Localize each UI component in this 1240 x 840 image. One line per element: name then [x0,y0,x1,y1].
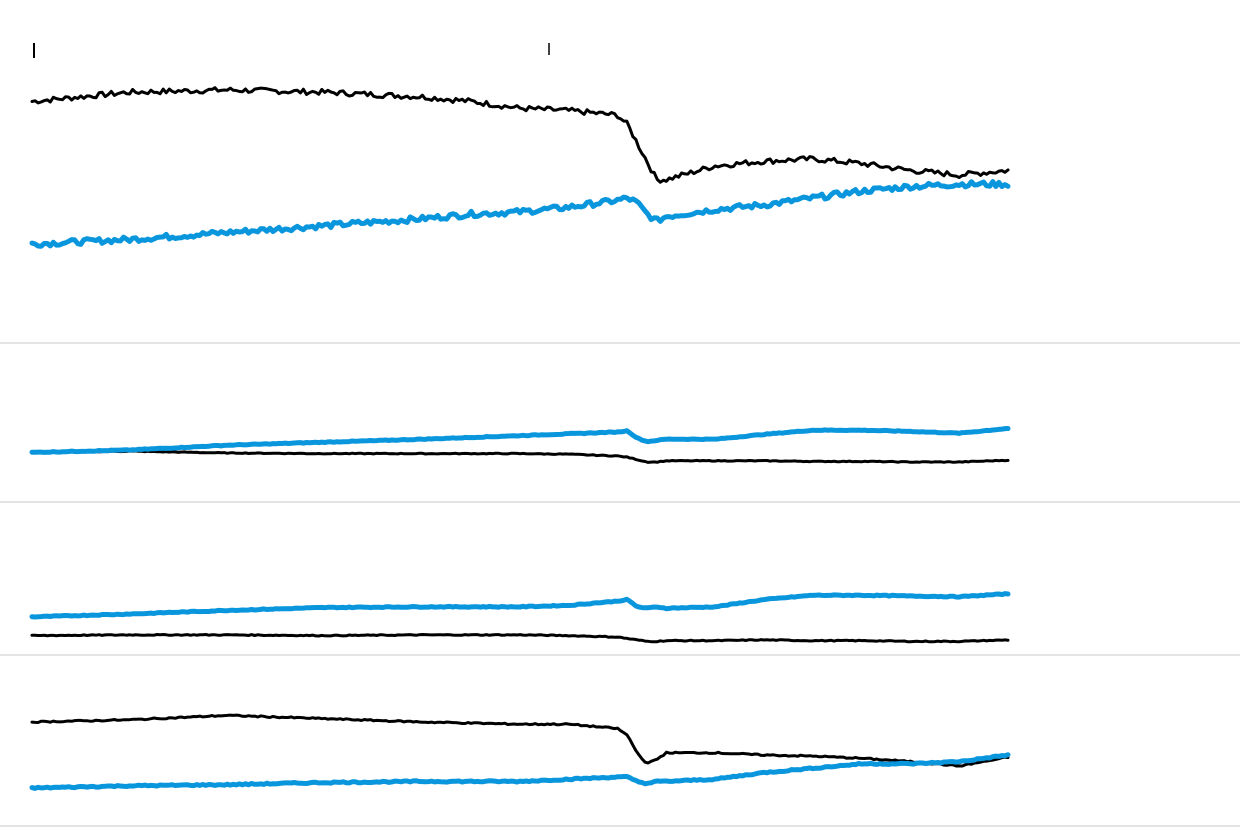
panel-1-series-line-1 [30,86,1010,184]
panel-1-series-line-2 [29,179,1011,249]
panel-4-series-line-2 [29,752,1011,791]
panel-3-series-line-2 [29,591,1011,620]
panel-2-series-line-1 [30,449,1010,464]
panel-1 [29,86,1011,249]
panel-3 [29,591,1011,644]
panel-3-series-line-1 [30,633,1010,644]
panel-4-series-line-1 [30,713,1010,768]
panel-2 [29,426,1011,464]
panel-2-series-line-2 [29,426,1011,455]
chart-panels [29,86,1011,791]
panel-4 [29,713,1011,791]
